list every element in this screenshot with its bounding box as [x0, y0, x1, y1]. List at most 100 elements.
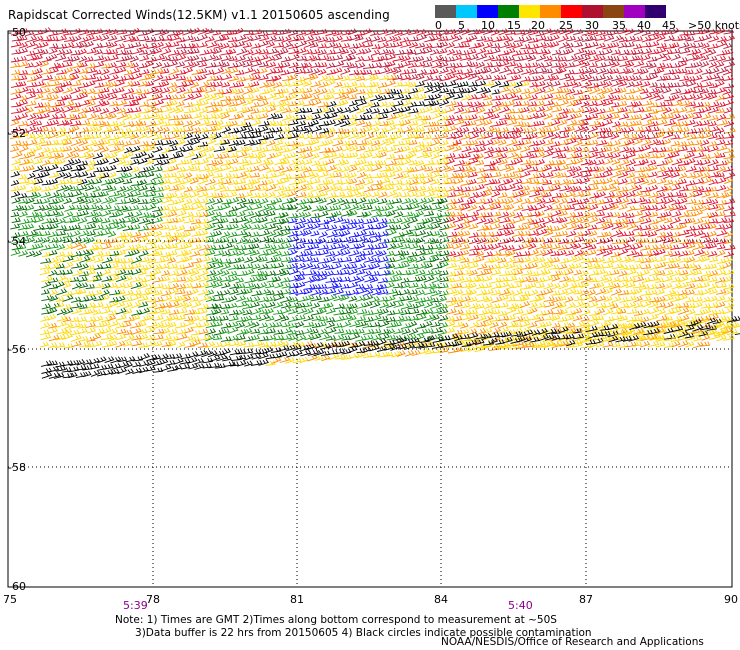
- wind-barb: [190, 269, 200, 277]
- wind-barb: [333, 172, 342, 178]
- wind-barb: [251, 102, 260, 108]
- wind-barb: [446, 256, 456, 263]
- wind-barb: [643, 334, 654, 340]
- wind-barb: [11, 140, 22, 146]
- wind-barb: [327, 341, 338, 349]
- wind-barb: [625, 341, 637, 348]
- wind-barb: [580, 86, 593, 94]
- wind-barb: [392, 107, 405, 115]
- wind-barb: [629, 323, 641, 331]
- wind-barb: [452, 35, 463, 42]
- wind-barb: [468, 223, 479, 230]
- wind-barb: [708, 61, 718, 69]
- wind-barb: [701, 34, 713, 42]
- wind-barb: [40, 230, 51, 237]
- wind-barb: [33, 145, 43, 152]
- wind-barb: [446, 236, 458, 244]
- wind-barb: [146, 302, 158, 309]
- wind-barb: [311, 125, 323, 133]
- wind-barb: [468, 302, 479, 309]
- wind-barb: [379, 120, 389, 127]
- wind-barb: [93, 120, 105, 127]
- wind-barb: [124, 197, 135, 204]
- wind-barb: [400, 41, 412, 48]
- wind-barb: [146, 131, 157, 139]
- wind-barb: [701, 68, 712, 75]
- wind-barb: [341, 55, 352, 62]
- wind-barb: [205, 125, 217, 133]
- wind-barb: [311, 309, 323, 316]
- wind-barb: [206, 48, 217, 55]
- wind-barb: [10, 179, 20, 186]
- wind-barb: [325, 237, 337, 244]
- wind-barb: [303, 100, 315, 107]
- wind-barb: [622, 323, 634, 330]
- wind-barb: [265, 55, 276, 63]
- wind-barb: [138, 256, 150, 263]
- wind-barb: [228, 75, 240, 82]
- wind-barb: [640, 283, 650, 290]
- wind-barb: [25, 178, 37, 185]
- wind-barb: [41, 236, 51, 244]
- wind-barb: [469, 126, 479, 134]
- wind-barb: [558, 197, 568, 205]
- wind-barb: [446, 80, 457, 87]
- wind-barb: [168, 49, 180, 56]
- wind-barb: [640, 88, 649, 94]
- wind-barb: [191, 322, 202, 329]
- wind-barb: [587, 113, 599, 120]
- wind-barb: [86, 223, 97, 230]
- wind-barb: [303, 307, 314, 315]
- wind-barb: [274, 244, 285, 251]
- wind-barb: [573, 321, 586, 328]
- wind-barb: [557, 295, 567, 302]
- wind-barb: [182, 113, 193, 120]
- wind-barb: [295, 62, 307, 69]
- wind-barb: [55, 257, 66, 264]
- wind-barb: [409, 198, 419, 205]
- wind-barb: [588, 230, 598, 237]
- wind-barb: [100, 191, 110, 198]
- wind-barb: [512, 157, 524, 165]
- wind-barb: [251, 203, 263, 211]
- wind-barb: [266, 35, 277, 43]
- wind-barb: [130, 158, 140, 166]
- wind-barb: [416, 165, 427, 172]
- wind-barb: [415, 191, 426, 198]
- wind-barb: [304, 333, 315, 341]
- wind-barb: [25, 236, 36, 244]
- wind-barb: [705, 329, 716, 336]
- wind-barb: [514, 276, 525, 283]
- wind-barb: [506, 296, 516, 302]
- wind-barb: [452, 315, 463, 322]
- wind-barb: [41, 120, 53, 128]
- wind-barb: [407, 296, 420, 303]
- wind-barb: [446, 320, 456, 328]
- wind-barb: [159, 113, 172, 121]
- wind-barb: [273, 340, 284, 348]
- wind-barb: [416, 61, 426, 68]
- wind-barb: [626, 101, 637, 107]
- wind-barb: [445, 243, 454, 250]
- wind-barb: [596, 302, 607, 309]
- wind-barb: [438, 48, 448, 55]
- wind-barb: [325, 192, 337, 199]
- wind-barb: [371, 164, 383, 172]
- wind-barb: [123, 178, 133, 185]
- wind-barb: [393, 211, 404, 218]
- wind-barb: [527, 160, 538, 166]
- wind-barb: [724, 177, 734, 185]
- wind-barb: [280, 95, 292, 102]
- wind-barb: [11, 102, 22, 108]
- wind-barb: [265, 92, 277, 100]
- wind-barb: [468, 269, 478, 276]
- wind-barb: [340, 93, 350, 101]
- wind-barb: [528, 229, 540, 236]
- wind-barb: [640, 269, 650, 276]
- wind-barb: [123, 206, 133, 212]
- wind-barb: [648, 191, 659, 198]
- wind-barb: [708, 35, 720, 43]
- wind-barb: [355, 88, 366, 95]
- wind-barb: [194, 363, 205, 370]
- wind-barb: [550, 204, 563, 211]
